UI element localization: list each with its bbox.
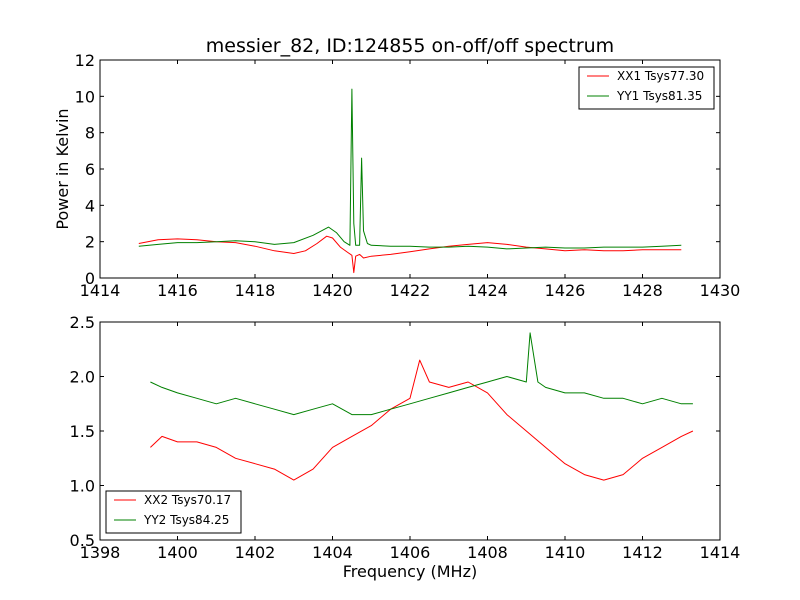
y-axis-label: Power in Kelvin: [53, 108, 72, 229]
x-tick-label: 1428: [622, 281, 663, 300]
series-line-xx: [138, 235, 682, 274]
x-tick-label: 1402: [235, 543, 276, 562]
y-tick-label: 2: [85, 233, 95, 252]
legend-label: YY1 Tsys81.35: [616, 89, 702, 103]
y-tick-label: 0: [85, 269, 95, 288]
series-line-yy: [150, 332, 693, 416]
series-line-yy: [138, 88, 682, 250]
y-tick-label: 2.0: [70, 368, 95, 387]
bottom-plot: 1398 1400 1402 1404 1406 1408 1410 1412 1414 0.5 1…: [70, 313, 741, 581]
x-tick-label: 1408: [467, 543, 508, 562]
x-tick-label: 1414: [80, 281, 121, 300]
x-tick-label: 1404: [312, 543, 353, 562]
x-tick-label: 1410: [545, 543, 586, 562]
x-tick-label: 1416: [157, 281, 198, 300]
y-tick-label: 10: [75, 87, 95, 106]
x-tick-label: 1418: [235, 281, 276, 300]
x-tick-label: 1414: [700, 543, 741, 562]
legend-label: XX1 Tsys77.30: [617, 69, 704, 83]
y-tick-label: 6: [85, 160, 95, 179]
x-tick-label: 1398: [80, 543, 121, 562]
x-axis-label: Frequency (MHz): [343, 562, 477, 581]
legend: [578, 66, 715, 110]
x-tick-label: 1426: [545, 281, 586, 300]
y-tick-label: 8: [85, 124, 95, 143]
y-tick-label: 4: [85, 196, 95, 215]
y-tick-label: 12: [75, 51, 95, 70]
x-tick-label: 1422: [390, 281, 431, 300]
y-tick-label: 2.5: [70, 313, 95, 332]
y-tick-label: 0.5: [70, 531, 95, 550]
x-tick-label: 1412: [622, 543, 663, 562]
chart-title: messier_82, ID:124855 on-off/off spectru…: [206, 35, 614, 57]
y-tick-label: 1.5: [70, 422, 95, 441]
y-tick-label: 1.0: [70, 477, 95, 496]
legend-label: XX2 Tsys70.17: [144, 493, 231, 507]
x-tick-label: 1406: [390, 543, 431, 562]
top-plot: 1414 1416 1418 1420 1422 1424 1426 1428 1430 0 2 4 6…: [53, 35, 740, 300]
x-tick-label: 1430: [700, 281, 741, 300]
legend-label: YY2 Tsys84.25: [143, 513, 229, 527]
legend: [105, 490, 242, 534]
x-tick-label: 1400: [157, 543, 198, 562]
x-tick-label: 1420: [312, 281, 353, 300]
series-line-xx: [150, 359, 694, 481]
x-tick-label: 1424: [467, 281, 508, 300]
